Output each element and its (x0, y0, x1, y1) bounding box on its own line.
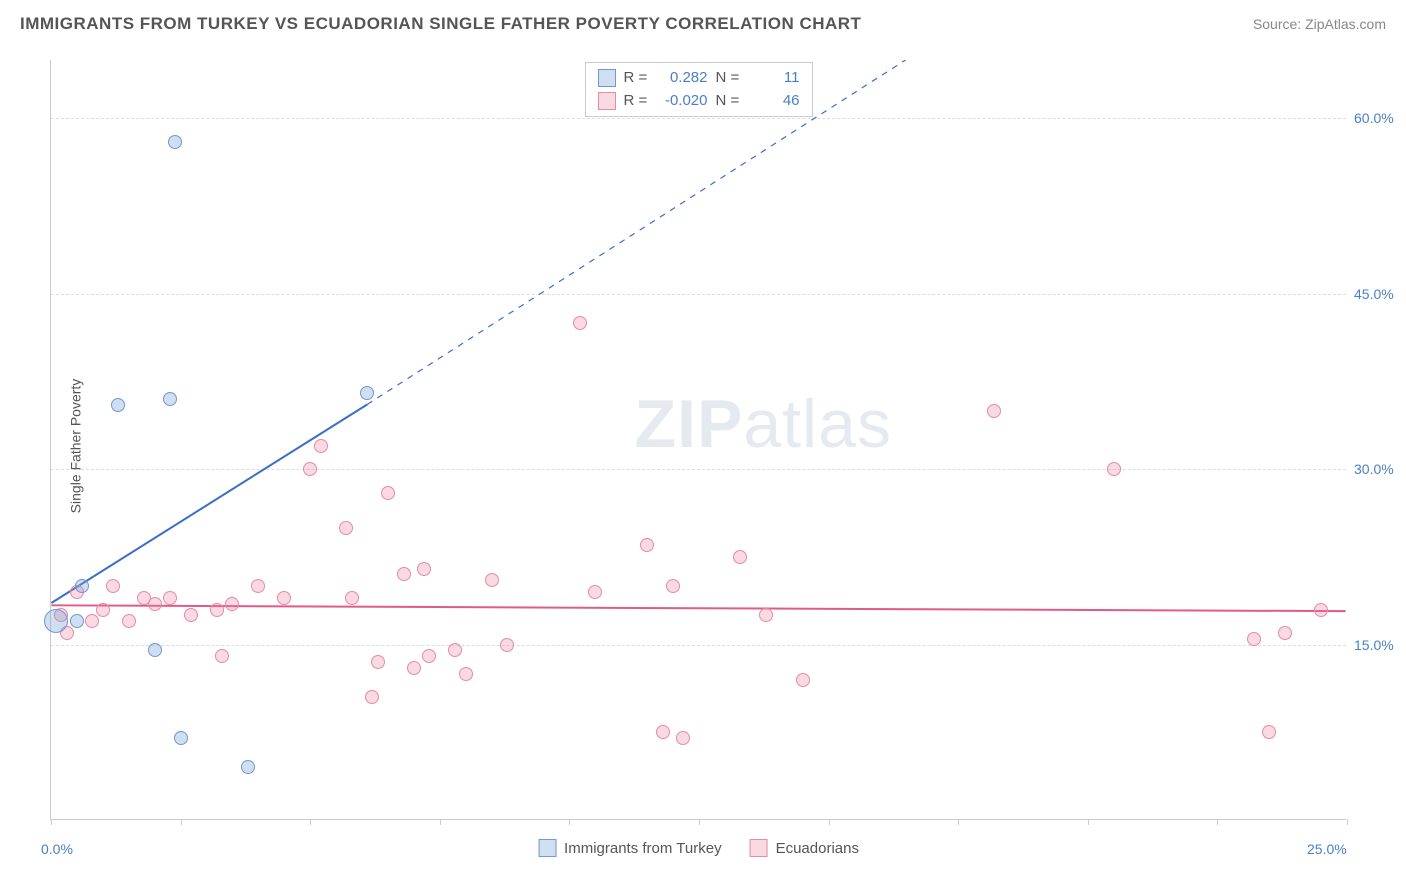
data-point-ecuadorians (314, 439, 328, 453)
data-point-ecuadorians (163, 591, 177, 605)
legend-item-turkey: Immigrants from Turkey (538, 839, 722, 857)
xtick (699, 819, 700, 825)
data-point-ecuadorians (796, 673, 810, 687)
legend-row-ecuadorians: R = -0.020 N = 46 (598, 90, 800, 113)
data-point-turkey (168, 135, 182, 149)
data-point-ecuadorians (277, 591, 291, 605)
plot-area: ZIPatlas R = 0.282 N = 11 R = -0.020 N =… (50, 60, 1346, 820)
data-point-ecuadorians (381, 486, 395, 500)
n-value-ecuadorians: 46 (752, 90, 800, 113)
legend-swatch-turkey (598, 69, 616, 87)
r-value-turkey: 0.282 (660, 67, 708, 90)
xtick (440, 819, 441, 825)
r-label: R = (624, 90, 652, 113)
data-point-ecuadorians (500, 638, 514, 652)
xtick (1347, 819, 1348, 825)
xtick (310, 819, 311, 825)
data-point-ecuadorians (1262, 725, 1276, 739)
n-value-turkey: 11 (752, 67, 800, 90)
data-point-ecuadorians (987, 404, 1001, 418)
xtick (51, 819, 52, 825)
data-point-ecuadorians (251, 579, 265, 593)
source-label: Source: ZipAtlas.com (1253, 16, 1386, 32)
legend-swatch-ecuadorians (598, 92, 616, 110)
data-point-ecuadorians (122, 614, 136, 628)
data-point-ecuadorians (759, 608, 773, 622)
gridline (51, 645, 1346, 646)
data-point-turkey (70, 614, 84, 628)
data-point-turkey (148, 643, 162, 657)
legend-swatch-turkey-icon (538, 839, 556, 857)
data-point-ecuadorians (459, 667, 473, 681)
series-legend: Immigrants from Turkey Ecuadorians (538, 839, 859, 857)
data-point-ecuadorians (184, 608, 198, 622)
r-label: R = (624, 67, 652, 90)
ytick-label: 30.0% (1354, 461, 1394, 477)
data-point-ecuadorians (148, 597, 162, 611)
gridline (51, 294, 1346, 295)
data-point-ecuadorians (85, 614, 99, 628)
ytick-label: 45.0% (1354, 286, 1394, 302)
data-point-ecuadorians (666, 579, 680, 593)
data-point-ecuadorians (573, 316, 587, 330)
data-point-ecuadorians (303, 462, 317, 476)
data-point-ecuadorians (733, 550, 747, 564)
data-point-turkey (75, 579, 89, 593)
data-point-ecuadorians (339, 521, 353, 535)
legend-row-turkey: R = 0.282 N = 11 (598, 67, 800, 90)
data-point-ecuadorians (640, 538, 654, 552)
data-point-ecuadorians (397, 567, 411, 581)
data-point-ecuadorians (407, 661, 421, 675)
n-label: N = (716, 67, 744, 90)
xtick-label-last: 25.0% (1307, 841, 1347, 857)
data-point-ecuadorians (1278, 626, 1292, 640)
chart-header: IMMIGRANTS FROM TURKEY VS ECUADORIAN SIN… (0, 0, 1406, 48)
legend-swatch-ecuadorians-icon (750, 839, 768, 857)
data-point-ecuadorians (485, 573, 499, 587)
data-point-ecuadorians (1247, 632, 1261, 646)
data-point-turkey (360, 386, 374, 400)
data-point-turkey (111, 398, 125, 412)
data-point-turkey (241, 760, 255, 774)
correlation-legend: R = 0.282 N = 11 R = -0.020 N = 46 (585, 62, 813, 117)
data-point-turkey (174, 731, 188, 745)
data-point-ecuadorians (215, 649, 229, 663)
legend-item-ecuadorians: Ecuadorians (750, 839, 859, 857)
data-point-ecuadorians (588, 585, 602, 599)
gridline (51, 118, 1346, 119)
data-point-ecuadorians (210, 603, 224, 617)
xtick-label-first: 0.0% (41, 841, 73, 857)
data-point-ecuadorians (96, 603, 110, 617)
n-label: N = (716, 90, 744, 113)
data-point-turkey (44, 609, 68, 633)
ytick-label: 60.0% (1354, 110, 1394, 126)
xtick (1217, 819, 1218, 825)
gridline (51, 469, 1346, 470)
watermark: ZIPatlas (635, 385, 892, 463)
data-point-ecuadorians (225, 597, 239, 611)
data-point-ecuadorians (371, 655, 385, 669)
data-point-ecuadorians (448, 643, 462, 657)
data-point-ecuadorians (1107, 462, 1121, 476)
legend-label-turkey: Immigrants from Turkey (564, 840, 722, 857)
data-point-ecuadorians (106, 579, 120, 593)
r-value-ecuadorians: -0.020 (660, 90, 708, 113)
data-point-ecuadorians (345, 591, 359, 605)
xtick (569, 819, 570, 825)
chart-title: IMMIGRANTS FROM TURKEY VS ECUADORIAN SIN… (20, 14, 861, 34)
data-point-ecuadorians (422, 649, 436, 663)
data-point-ecuadorians (676, 731, 690, 745)
xtick (829, 819, 830, 825)
xtick (181, 819, 182, 825)
data-point-ecuadorians (656, 725, 670, 739)
data-point-ecuadorians (1314, 603, 1328, 617)
xtick (958, 819, 959, 825)
data-point-turkey (163, 392, 177, 406)
data-point-ecuadorians (417, 562, 431, 576)
data-point-ecuadorians (365, 690, 379, 704)
legend-label-ecuadorians: Ecuadorians (776, 840, 859, 857)
ytick-label: 15.0% (1354, 637, 1394, 653)
trend-lines-layer (51, 60, 1346, 819)
xtick (1088, 819, 1089, 825)
